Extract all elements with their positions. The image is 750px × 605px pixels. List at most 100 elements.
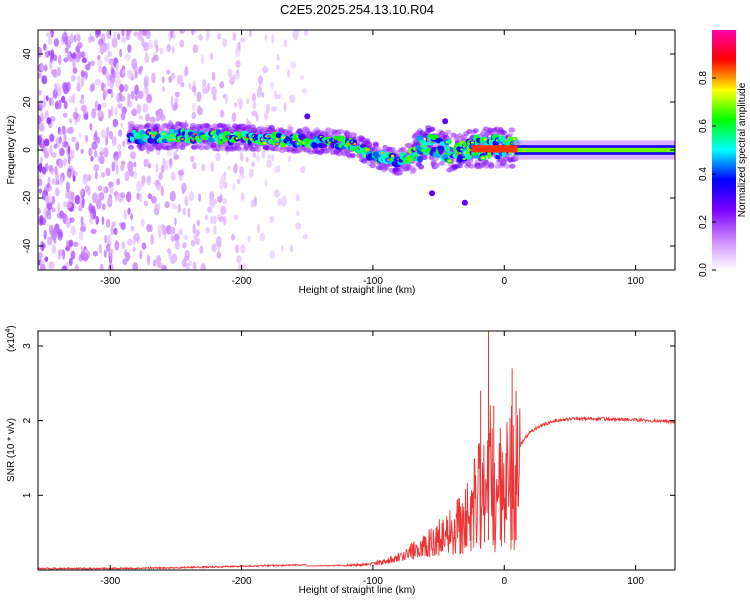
noise-blob (136, 180, 142, 192)
noise-blob (173, 233, 180, 242)
noise-blob (102, 203, 106, 211)
signal-blob (501, 151, 507, 158)
noise-blob (68, 257, 73, 266)
noise-blob (166, 44, 171, 52)
noise-blob (110, 91, 114, 99)
noise-blob (101, 186, 107, 195)
noise-blob (66, 201, 72, 209)
noise-blob (256, 87, 262, 99)
noise-blob (41, 75, 48, 85)
noise-blob (156, 203, 161, 211)
noise-blob (137, 34, 143, 41)
noise-blob (209, 52, 214, 60)
noise-blob (78, 231, 84, 241)
noise-blob (177, 74, 183, 85)
noise-blob (134, 70, 138, 79)
noise-blob (199, 245, 204, 254)
noise-blob (43, 43, 47, 51)
signal-blob (319, 143, 328, 148)
signal-halo (397, 170, 403, 176)
signal-blob (438, 148, 444, 155)
noise-blob (57, 253, 61, 260)
spectrogram-xtick-label: -200 (232, 276, 252, 287)
noise-blob (44, 256, 49, 262)
snr-ytick-label: 3 (22, 343, 33, 349)
strong-segment (471, 145, 518, 153)
noise-blob (53, 38, 60, 47)
noise-blob (280, 245, 284, 252)
noise-blob (179, 30, 186, 34)
noise-blob (38, 122, 45, 131)
noise-blob (154, 202, 158, 213)
noise-blob (171, 104, 177, 112)
noise-blob (259, 232, 266, 242)
colorbar-gradient (712, 30, 736, 270)
noise-blob (251, 110, 258, 117)
noise-blob (98, 65, 103, 73)
noise-blob (108, 196, 113, 205)
noise-blob (210, 215, 214, 225)
signal-halo (439, 160, 445, 166)
noise-blob (119, 84, 125, 93)
spectrogram-xlabel: Height of straight line (km) (299, 285, 416, 296)
noise-blob (127, 93, 130, 105)
noise-blob (38, 135, 42, 145)
noise-blob (54, 187, 60, 197)
noise-blob (142, 103, 149, 113)
noise-blob (172, 150, 178, 157)
noise-blob (69, 149, 75, 160)
noise-blob (64, 141, 69, 147)
noise-blob (81, 57, 88, 63)
noise-blob (58, 99, 62, 110)
snr-multiplier-exp: 4 (5, 329, 12, 333)
noise-blob (51, 229, 57, 241)
noise-blob (45, 32, 52, 38)
signal-halo (504, 163, 511, 169)
noise-blob (218, 216, 225, 223)
noise-blob (177, 203, 181, 213)
snr-frame (37, 330, 676, 571)
noise-blob (145, 113, 150, 122)
signal-branch (429, 190, 436, 197)
noise-blob (111, 135, 117, 147)
noise-blob (39, 263, 46, 270)
spectrogram-ytick-label: 20 (22, 96, 33, 108)
noise-blob (80, 76, 85, 88)
noise-blob (271, 33, 275, 44)
noise-blob (243, 262, 247, 270)
noise-blob (234, 47, 241, 58)
noise-blob (38, 162, 43, 173)
noise-blob (281, 195, 287, 207)
signal-peak (281, 136, 285, 139)
signal-halo (509, 127, 516, 133)
noise-blob (271, 106, 277, 112)
signal-peak (512, 137, 517, 141)
noise-blob (80, 246, 84, 252)
noise-blob (143, 200, 149, 207)
noise-blob (139, 250, 143, 260)
noise-blob (196, 91, 202, 103)
noise-blob (132, 246, 136, 253)
noise-blob (160, 185, 164, 197)
noise-blob (130, 151, 136, 160)
noise-blob (96, 198, 102, 210)
noise-blob (58, 54, 62, 65)
noise-blob (75, 141, 80, 151)
noise-blob (90, 205, 96, 214)
noise-blob (100, 172, 105, 178)
noise-blob (154, 179, 160, 187)
noise-blob (38, 65, 43, 71)
noise-blob (38, 188, 42, 194)
noise-blob (174, 240, 180, 250)
noise-blob (57, 66, 61, 77)
noise-blob (140, 218, 145, 228)
noise-blob (78, 254, 83, 262)
noise-blob (71, 136, 77, 143)
noise-blob (88, 147, 93, 157)
signal-blob (425, 147, 432, 153)
noise-blob (47, 176, 51, 188)
colorbar-tick-label: 0.8 (698, 71, 709, 85)
signal-halo (472, 128, 479, 134)
noise-blob (70, 217, 75, 223)
